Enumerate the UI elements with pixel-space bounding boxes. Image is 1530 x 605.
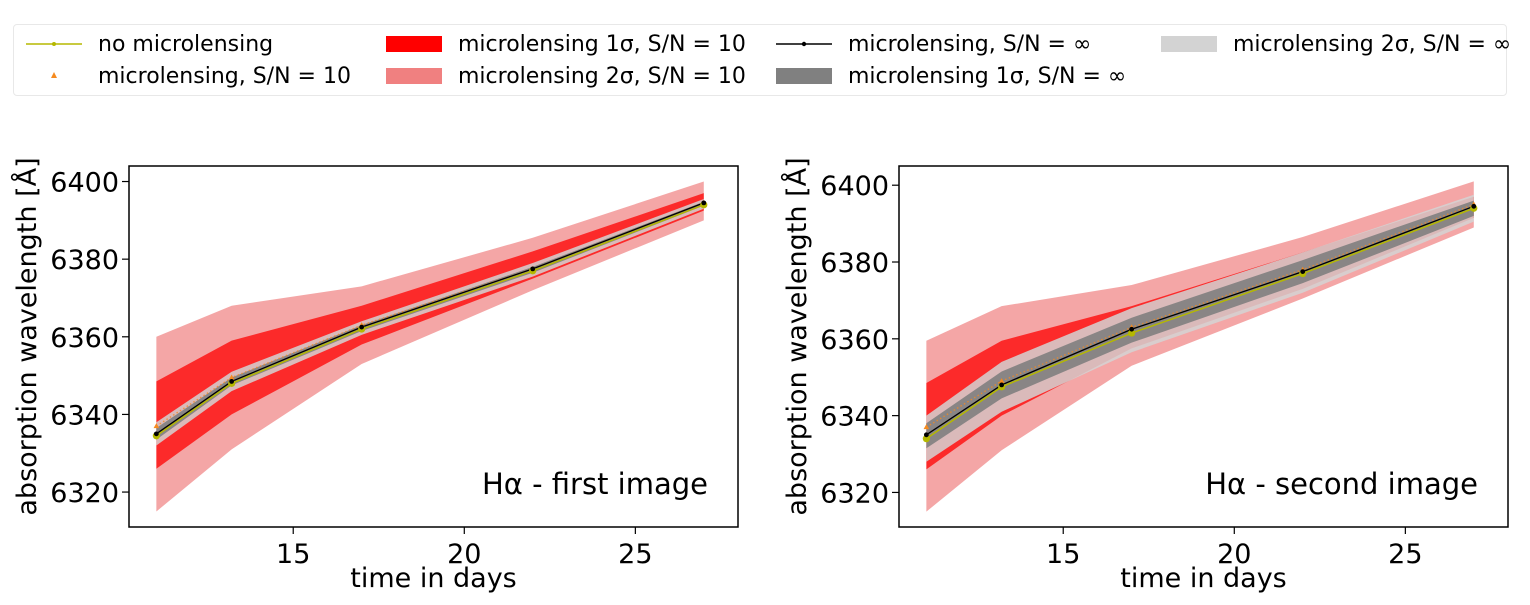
data-point-microlensing-inf xyxy=(999,382,1005,388)
y-tick-label: 6380 xyxy=(820,248,889,279)
data-point-no-microlensing xyxy=(1128,329,1136,337)
data-point-microlensing-sn10 xyxy=(153,423,160,429)
legend-band-swatch xyxy=(386,68,442,84)
chart-second-image: 15 20 25 6320 6340 6360 6380 6400 time in days ab… xyxy=(781,157,1509,594)
y-tick-label: 6320 xyxy=(50,478,119,509)
band-2sigma-inf xyxy=(156,198,704,446)
y-tick-label: 6360 xyxy=(50,323,119,354)
data-point-microlensing-inf xyxy=(229,379,235,384)
y-tick-label: 6400 xyxy=(50,168,119,199)
x-tick-label: 15 xyxy=(276,539,310,570)
legend-entry-1sigma-inf: microlensing 1σ, S/N = ∞ xyxy=(774,61,1126,91)
data-point-microlensing-inf xyxy=(701,200,707,206)
legend-entry-2sigma-inf: microlensing 2σ, S/N = ∞ xyxy=(1159,29,1511,59)
y-tick-label: 6400 xyxy=(820,171,889,202)
legend-line-swatch xyxy=(776,41,832,47)
x-axis-label: time in days xyxy=(1120,563,1287,594)
y-tick-label: 6340 xyxy=(820,402,889,433)
data-point-microlensing-sn10 xyxy=(228,374,235,380)
legend-entry-2sigma-sn10: microlensing 2σ, S/N = 10 xyxy=(384,61,746,91)
band-1sigma-inf xyxy=(926,200,1474,449)
data-point-microlensing-inf xyxy=(153,431,159,437)
plot-annotation: Hα - second image xyxy=(1205,467,1478,501)
data-point-microlensing-inf xyxy=(1300,269,1306,275)
data-point-microlensing-inf xyxy=(923,432,929,438)
legend-band-swatch xyxy=(386,36,442,52)
chart-first-image: 15 20 25 6320 6340 6360 6380 6400 time in days ab… xyxy=(11,157,739,594)
legend-label: microlensing, S/N = 10 xyxy=(98,63,351,89)
data-point-microlensing-inf xyxy=(1129,326,1135,332)
plot-frame xyxy=(898,165,1509,528)
legend: no microlensing microlensing, S/N = 10 m… xyxy=(13,24,1511,96)
x-tick-label: 20 xyxy=(1217,539,1251,570)
x-tick-label: 25 xyxy=(618,539,652,570)
legend-band-swatch xyxy=(1161,36,1217,52)
data-point-microlensing-inf xyxy=(1471,203,1477,209)
y-tick-label: 6320 xyxy=(820,478,889,509)
y-tick-label: 6360 xyxy=(820,325,889,356)
legend-label: microlensing 1σ, S/N = 10 xyxy=(458,31,746,57)
legend-label: no microlensing xyxy=(98,31,274,57)
legend-entry-microlensing-inf: microlensing, S/N = ∞ xyxy=(774,29,1091,59)
x-axis-label: time in days xyxy=(350,563,517,594)
legend-entry-no-microlensing: no microlensing xyxy=(24,29,273,59)
data-point-microlensing-sn10 xyxy=(923,424,930,430)
legend-band-swatch xyxy=(776,68,832,84)
legend-line-swatch xyxy=(26,42,82,46)
y-tick-label: 6340 xyxy=(50,400,119,431)
x-tick-label: 20 xyxy=(447,539,481,570)
legend-label: microlensing 2σ, S/N = 10 xyxy=(458,63,746,89)
legend-entry-microlensing-sn10: microlensing, S/N = 10 xyxy=(24,61,351,91)
plot-frame xyxy=(128,165,739,528)
legend-label: microlensing, S/N = ∞ xyxy=(848,31,1092,57)
y-axis-label: absorption wavelength [Å] xyxy=(11,157,43,515)
y-axis-label: absorption wavelength [Å] xyxy=(781,157,813,515)
x-tick-label: 15 xyxy=(1046,539,1080,570)
data-point-microlensing-inf xyxy=(530,266,536,272)
data-point-microlensing-inf xyxy=(359,324,365,330)
plot-annotation: Hα - first image xyxy=(482,467,708,501)
y-tick-label: 6380 xyxy=(50,245,119,276)
legend-label: microlensing 1σ, S/N = ∞ xyxy=(848,63,1127,89)
data-point-no-microlensing xyxy=(922,435,930,443)
legend-entry-1sigma-sn10: microlensing 1σ, S/N = 10 xyxy=(384,29,746,59)
x-tick-label: 25 xyxy=(1388,539,1422,570)
data-point-microlensing-sn10 xyxy=(998,378,1005,384)
legend-marker-swatch xyxy=(51,72,57,78)
legend-label: microlensing 2σ, S/N = ∞ xyxy=(1233,31,1512,57)
